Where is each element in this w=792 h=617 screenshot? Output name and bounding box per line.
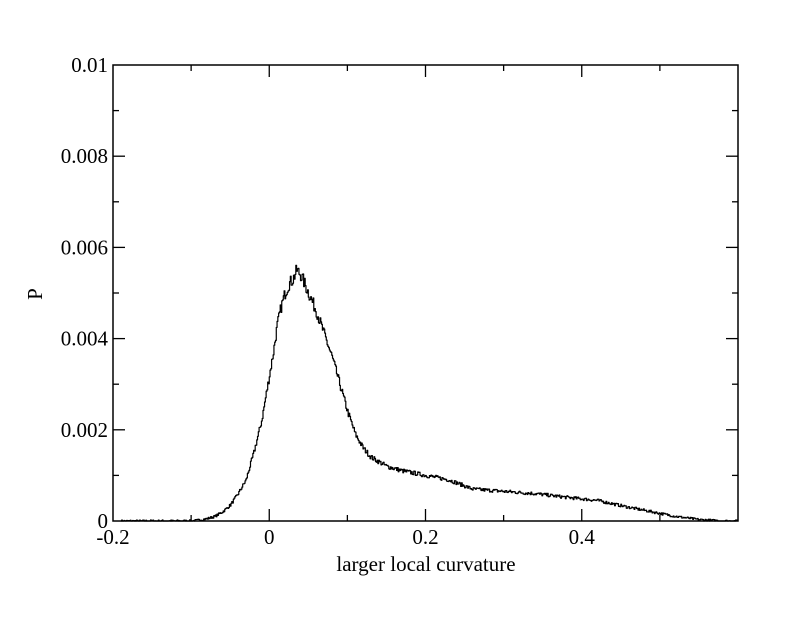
y-axis-label: P bbox=[23, 288, 47, 300]
series-line bbox=[120, 264, 739, 522]
x-tick-label: 0 bbox=[264, 525, 275, 549]
y-tick-label: 0.002 bbox=[61, 418, 108, 442]
y-axis-tick-labels: 0 0.002 0.004 0.006 0.008 0.01 bbox=[61, 53, 109, 533]
y-tick-label: 0.004 bbox=[61, 327, 109, 351]
x-tick-label: 0.2 bbox=[412, 525, 438, 549]
y-tick-label: 0.008 bbox=[61, 144, 108, 168]
x-axis-tick-labels: -0.2 0 0.2 0.4 bbox=[96, 525, 595, 549]
x-tick-label: -0.2 bbox=[96, 525, 129, 549]
plot-area-frame bbox=[112, 64, 739, 522]
x-tick-label: 0.4 bbox=[569, 525, 596, 549]
y-tick-label: 0 bbox=[98, 509, 109, 533]
y-tick-label: 0.01 bbox=[71, 53, 108, 77]
y-tick-label: 0.006 bbox=[61, 235, 108, 259]
axis-ticks bbox=[113, 65, 738, 521]
x-axis-label: larger local curvature bbox=[336, 552, 515, 576]
